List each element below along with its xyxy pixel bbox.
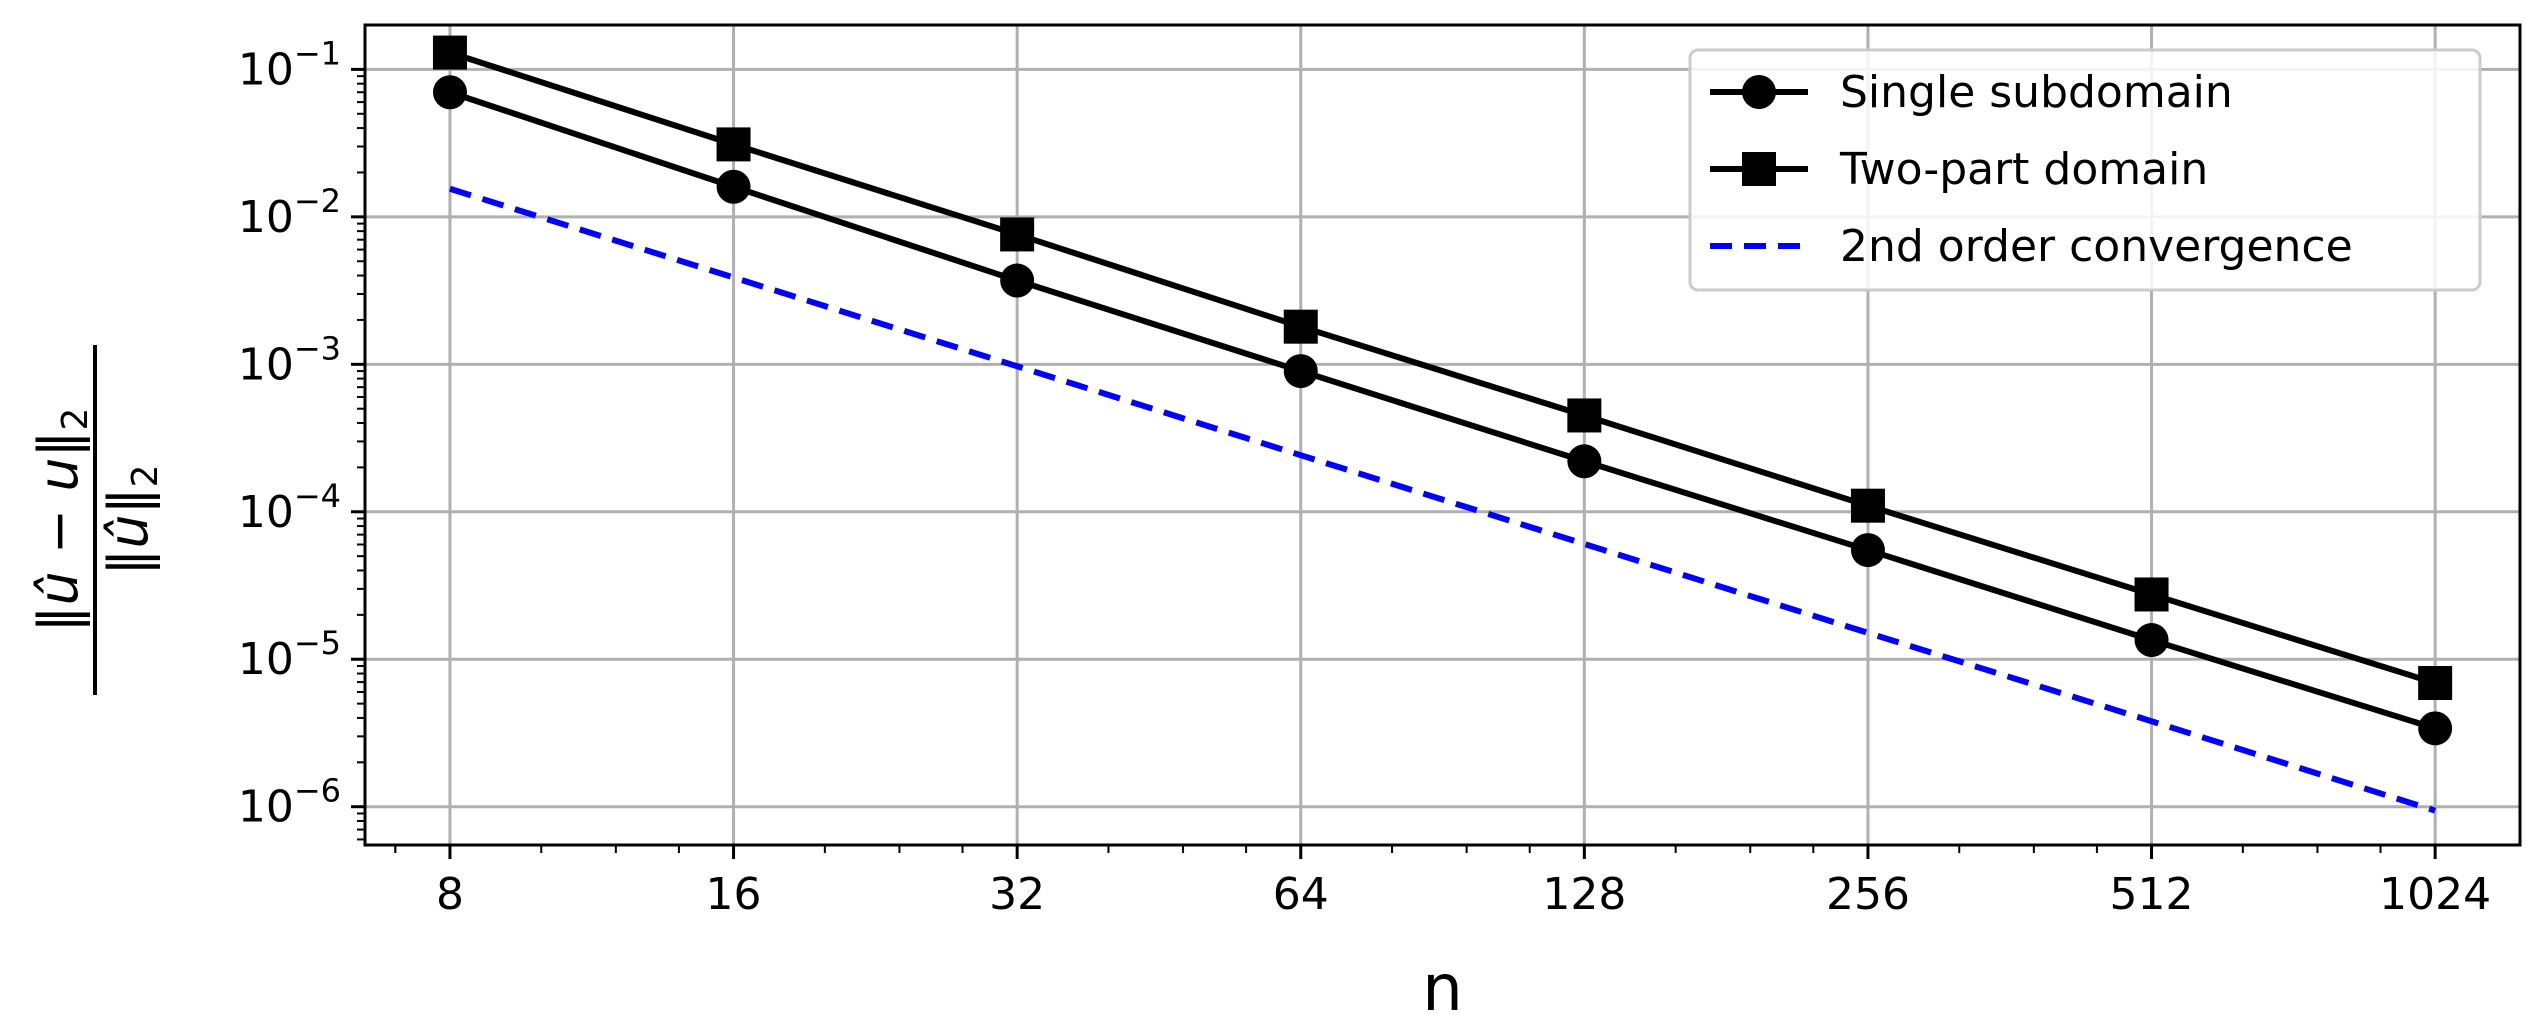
data-point xyxy=(2418,711,2453,746)
legend-item: Single subdomain xyxy=(1710,67,2233,118)
legend-marker xyxy=(1742,152,1776,186)
data-point xyxy=(716,127,751,162)
x-tick-label: 128 xyxy=(1542,869,1626,920)
y-axis-label-denominator: ‖û‖2 xyxy=(97,464,166,575)
y-tick-label: 10−3 xyxy=(238,329,341,390)
data-point xyxy=(2134,623,2169,658)
plot-frame xyxy=(363,23,2522,847)
y-axis-ticks: 10−1 10−2 10−3 10−4 10−5 10−6 xyxy=(238,34,365,833)
data-point xyxy=(2134,577,2169,612)
x-tick-label: 256 xyxy=(1826,869,1910,920)
data-point xyxy=(1850,488,1885,523)
y-tick-label: 10−1 xyxy=(238,34,341,95)
y-tick-label: 10−5 xyxy=(238,624,341,685)
series-2nd-order-convergence xyxy=(449,185,2437,814)
data-point xyxy=(432,35,467,70)
data-point xyxy=(1000,263,1035,298)
data-point xyxy=(716,169,751,204)
legend-marker xyxy=(1742,75,1776,109)
legend-label: Single subdomain xyxy=(1840,67,2233,118)
legend-label: 2nd order convergence xyxy=(1840,221,2353,272)
series-layer xyxy=(432,35,2453,814)
y-tick-label: 10−6 xyxy=(238,772,341,833)
y-axis-label: ‖û − u‖2 ‖û‖2 xyxy=(27,345,166,695)
x-tick-label: 1024 xyxy=(2379,869,2491,920)
data-point xyxy=(1000,217,1035,252)
series-line xyxy=(449,89,2437,732)
series-two-part-domain xyxy=(432,35,2453,701)
legend-box xyxy=(1688,48,2482,292)
series-line xyxy=(449,49,2437,686)
legend-label: Two-part domain xyxy=(1839,144,2208,195)
data-point xyxy=(1850,533,1885,568)
data-point xyxy=(2418,666,2453,701)
legend-item: 2nd order convergence xyxy=(1710,221,2353,272)
x-axis-label: n xyxy=(1422,952,1463,1026)
y-axis-label-numerator: ‖û − u‖2 xyxy=(27,408,96,633)
data-point xyxy=(1283,354,1318,389)
y-tick-label: 10−2 xyxy=(238,182,341,243)
data-point xyxy=(1567,398,1602,433)
series-single-subdomain xyxy=(432,75,2453,746)
x-tick-label: 32 xyxy=(989,869,1045,920)
x-tick-label: 8 xyxy=(436,869,464,920)
legend-item: Two-part domain xyxy=(1710,144,2208,195)
x-tick-label: 16 xyxy=(706,869,762,920)
data-point xyxy=(1567,444,1602,479)
x-tick-label: 64 xyxy=(1273,869,1329,920)
x-tick-label: 512 xyxy=(2110,869,2194,920)
legend: Single subdomain Two-part domain 2nd order… xyxy=(1688,48,2482,292)
data-point xyxy=(1283,309,1318,344)
series-line xyxy=(449,185,2437,814)
x-axis-ticks: 8 16 32 64 128 256 512 1024 xyxy=(436,845,2491,920)
y-tick-label: 10−4 xyxy=(238,477,341,538)
data-point xyxy=(432,75,467,110)
